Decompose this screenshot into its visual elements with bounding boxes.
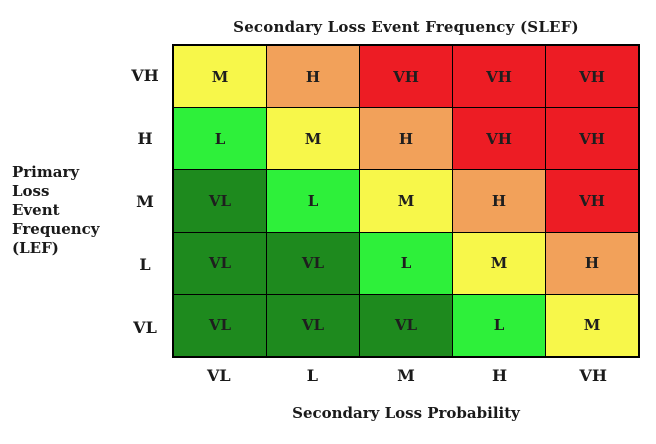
column-label: L — [306, 366, 319, 385]
matrix-cell: L — [267, 170, 359, 232]
column-label: VH — [579, 366, 607, 385]
matrix-cell: L — [174, 108, 266, 170]
matrix-cell: H — [453, 170, 545, 232]
row-label: VH — [131, 66, 159, 85]
left-title-line: Event — [12, 201, 60, 219]
column-label: VL — [206, 366, 231, 385]
row-label: VL — [133, 318, 157, 337]
column-label: M — [397, 366, 415, 385]
matrix-cell: H — [546, 232, 638, 294]
matrix-cell: VH — [546, 108, 638, 170]
matrix-cell: VH — [453, 108, 545, 170]
row-label: L — [139, 255, 151, 274]
column-labels: VL L M H VH — [172, 366, 640, 385]
matrix-cell: H — [360, 108, 452, 170]
row-label: H — [137, 129, 153, 148]
left-title-line: (LEF) — [12, 239, 59, 257]
matrix-cell: M — [453, 232, 545, 294]
row-label: M — [136, 192, 154, 211]
matrix-cell: VL — [174, 294, 266, 356]
matrix-cell: VH — [546, 46, 638, 108]
matrix-cell: VL — [174, 232, 266, 294]
left-title-line: Primary — [12, 163, 80, 181]
matrix-cell: VH — [453, 46, 545, 108]
left-axis-title: Primary Loss Event Frequency (LEF) — [12, 163, 112, 258]
matrix-cell: M — [360, 170, 452, 232]
column-label: H — [492, 366, 508, 385]
matrix-cell: M — [546, 294, 638, 356]
matrix-cell: VL — [267, 232, 359, 294]
bottom-axis-title: Secondary Loss Probability — [292, 404, 520, 422]
left-title-line: Loss — [12, 182, 50, 200]
matrix-cell: VH — [360, 46, 452, 108]
matrix-cell: H — [267, 46, 359, 108]
matrix-cell: L — [453, 294, 545, 356]
risk-grid: M H VH VH VH L M H VH VH VL L M H VH VL … — [172, 44, 640, 358]
matrix-cell: M — [174, 46, 266, 108]
matrix-cell: VL — [174, 170, 266, 232]
left-title-line: Frequency — [12, 220, 100, 238]
matrix-cell: VH — [546, 170, 638, 232]
matrix-cell: L — [360, 232, 452, 294]
matrix-cell: VL — [360, 294, 452, 356]
matrix-cell: VL — [267, 294, 359, 356]
matrix-cell: M — [267, 108, 359, 170]
top-axis-title: Secondary Loss Event Frequency (SLEF) — [233, 18, 579, 36]
